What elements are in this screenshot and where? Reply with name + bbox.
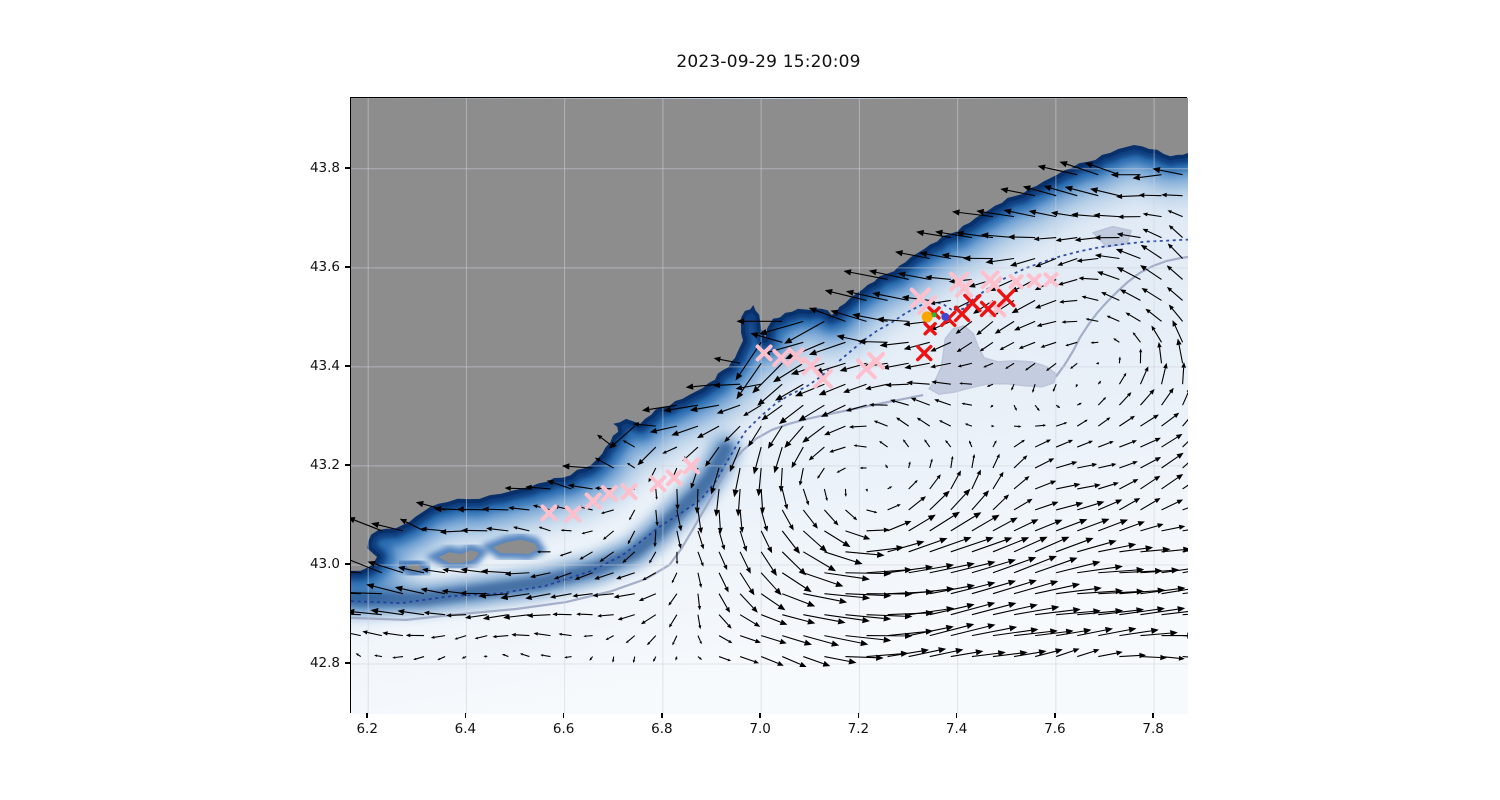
pink-cross	[665, 469, 683, 487]
plot-title: 2023-09-29 15:20:09	[676, 52, 861, 72]
x-tick-mark	[464, 713, 467, 718]
x-tick-label: 7.8	[1142, 721, 1164, 737]
y-tick-label: 43.2	[309, 456, 340, 473]
pink-cross	[564, 505, 582, 523]
x-tick-mark	[759, 713, 761, 718]
shelf-patches	[928, 225, 1132, 395]
y-tick-label: 43.6	[309, 258, 340, 275]
x-tick-label: 6.8	[651, 721, 673, 737]
red-cross	[997, 288, 1016, 308]
y-tick-mark	[345, 464, 350, 466]
x-tick-label: 6.6	[552, 721, 575, 737]
x-tick-mark	[366, 713, 368, 718]
x-tick-label: 7.0	[749, 721, 771, 737]
y-tick-mark	[345, 167, 350, 169]
pink-cross	[682, 457, 700, 475]
y-tick-label: 42.8	[309, 654, 340, 671]
current-quiver-layer	[351, 161, 1188, 667]
pink-cross	[1008, 274, 1024, 290]
x-tick-mark	[1054, 713, 1056, 718]
y-tick-mark	[345, 563, 350, 565]
pink-cross	[1026, 273, 1042, 289]
pink-cross	[584, 492, 602, 510]
y-tick-label: 43.8	[309, 159, 340, 176]
pink-cross	[755, 344, 773, 362]
x-tick-label: 7.2	[847, 721, 870, 737]
y-tick-label: 43.0	[309, 555, 340, 572]
blue-dot	[941, 312, 950, 321]
green-dot	[931, 312, 937, 318]
pink-cross	[600, 485, 618, 503]
blue-dot-markers	[941, 312, 950, 321]
x-tick-mark	[562, 713, 565, 718]
red-cross	[979, 300, 997, 318]
pink-cross	[540, 504, 558, 522]
x-tick-label: 7.6	[1044, 721, 1066, 737]
red-crosses-markers	[916, 288, 1016, 362]
pink-cross	[649, 475, 667, 493]
pink-cross	[867, 351, 886, 370]
red-cross	[923, 322, 937, 336]
x-tick-mark	[1152, 713, 1154, 718]
x-tick-mark	[661, 713, 663, 718]
orange-dot	[921, 311, 933, 323]
x-tick-mark	[955, 713, 958, 718]
x-tick-label: 6.4	[454, 721, 477, 737]
map-canvas	[351, 98, 1188, 714]
orange-dot-markers	[921, 311, 933, 323]
pink-cross	[1043, 272, 1059, 288]
pink-cross	[813, 368, 834, 389]
y-tick-mark	[345, 365, 350, 367]
y-tick-label: 43.4	[309, 357, 340, 374]
land-layer	[351, 98, 1188, 572]
y-tick-mark	[345, 662, 350, 664]
y-tick-mark	[345, 266, 350, 268]
pink-cross	[772, 348, 791, 367]
x-tick-label: 7.4	[945, 721, 968, 737]
green-dot-markers	[931, 312, 937, 318]
x-tick-label: 6.2	[356, 721, 378, 737]
red-cross	[963, 293, 982, 313]
grid-layer	[351, 98, 1188, 714]
red-cross	[916, 344, 933, 362]
x-tick-mark	[857, 713, 860, 718]
pink-cross	[955, 279, 974, 298]
pink-cross	[620, 483, 638, 501]
map-axes	[350, 97, 1188, 714]
pink-cross	[787, 347, 805, 365]
